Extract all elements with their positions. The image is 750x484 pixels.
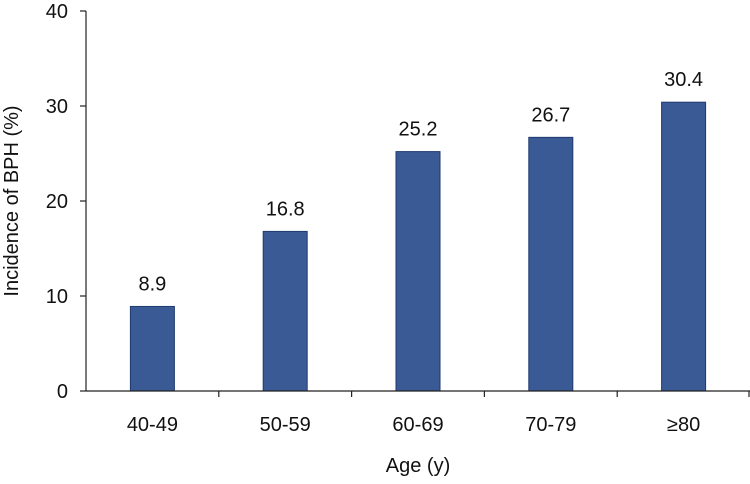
- bar-value-label: 26.7: [531, 104, 570, 126]
- bar: [395, 151, 441, 392]
- x-tick-label: 50-59: [260, 414, 311, 436]
- x-tick-label: 70-79: [525, 414, 576, 436]
- bar: [129, 305, 175, 392]
- y-tick-label: 0: [57, 381, 68, 403]
- bar: [661, 101, 707, 392]
- x-axis-title: Age (y): [386, 455, 450, 477]
- bar: [262, 230, 308, 392]
- x-ticks-group: 40-49 50-59 60-69 70-79 ≥80: [127, 391, 750, 436]
- value-labels-group: 8.9 16.8 25.2 26.7 30.4: [138, 69, 703, 295]
- bar: [528, 136, 574, 392]
- bars-group: [129, 101, 707, 392]
- y-tick-label: 40: [46, 1, 68, 23]
- x-tick-label: 40-49: [127, 414, 178, 436]
- bar-value-label: 30.4: [664, 69, 703, 91]
- y-tick-label: 20: [46, 191, 68, 213]
- y-tick-label: 30: [46, 96, 68, 118]
- bar-value-label: 8.9: [138, 273, 166, 295]
- bar-value-label: 16.8: [266, 198, 305, 220]
- x-tick-label: ≥80: [667, 414, 700, 436]
- y-ticks-group: 0 10 20 30 40: [46, 1, 86, 403]
- y-tick-label: 10: [46, 286, 68, 308]
- x-tick-label: 60-69: [392, 414, 443, 436]
- y-axis-title: Incidence of BPH (%): [1, 105, 23, 296]
- bar-value-label: 25.2: [399, 119, 438, 141]
